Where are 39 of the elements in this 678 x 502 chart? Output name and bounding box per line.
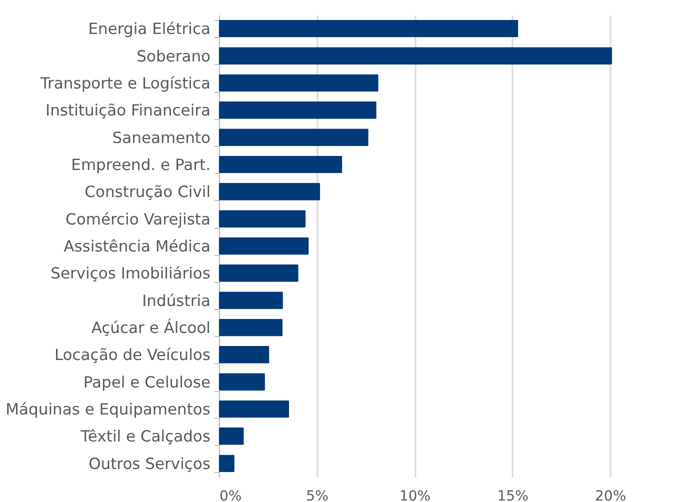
- bar: [219, 20, 518, 38]
- bar: [219, 264, 298, 282]
- y-tick-label: Açúcar e Álcool: [91, 318, 210, 338]
- y-tick-label: Soberano: [136, 47, 210, 66]
- y-tick-label: Têxtil e Calçados: [80, 428, 210, 446]
- y-tick-label: Saneamento: [112, 128, 210, 147]
- y-tick-label: Máquinas e Equipamentos: [6, 400, 210, 419]
- x-tick-label: 0%: [220, 488, 242, 502]
- bar: [219, 318, 283, 336]
- bar: [219, 237, 309, 255]
- x-tick-label: 5%: [306, 488, 328, 502]
- bar: [219, 292, 283, 310]
- bar: [219, 101, 376, 119]
- y-tick-label: Papel e Celulose: [83, 373, 210, 392]
- y-tick-label: Empreend. e Part.: [71, 156, 210, 174]
- y-tick-label: Indústria: [142, 292, 210, 310]
- bar: [219, 373, 265, 391]
- bar: [219, 74, 378, 92]
- y-tick-label: Locação de Veículos: [54, 346, 210, 364]
- bar: [219, 400, 290, 418]
- y-tick-label: Construção Civil: [84, 183, 210, 202]
- x-tick-label: 20%: [595, 488, 626, 502]
- bar: [219, 346, 270, 364]
- bar: [219, 182, 320, 200]
- bar: [219, 156, 342, 174]
- y-tick-label: Outros Serviços: [88, 454, 210, 473]
- y-tick-label: Energia Elétrica: [88, 20, 210, 38]
- y-tick-label: Assistência Médica: [64, 238, 210, 256]
- bar: [219, 47, 612, 64]
- bar: [219, 428, 244, 445]
- y-tick-label: Transporte e Logística: [39, 74, 210, 92]
- y-tick-label: Instituição Financeira: [46, 102, 210, 120]
- y-tick-label: Serviços Imobiliários: [50, 264, 210, 283]
- bar: [219, 454, 234, 472]
- x-tick-label: 10%: [399, 488, 431, 502]
- bar: [219, 210, 306, 228]
- y-tick-label: Comércio Varejista: [66, 210, 210, 228]
- x-tick-label: 15%: [497, 488, 528, 502]
- bar: [219, 128, 368, 146]
